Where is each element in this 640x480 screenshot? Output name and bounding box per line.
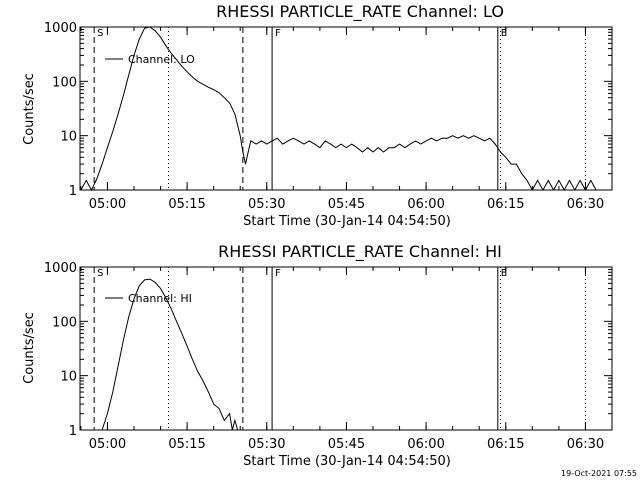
lo-x-axis-label: Start Time (30-Jan-14 04:54:50) xyxy=(243,214,451,229)
hi-y-axis-label: Counts/sec xyxy=(22,312,37,384)
lo-x-tick-label: 05:15 xyxy=(168,197,205,212)
hi-y-tick-label: 1000 xyxy=(44,261,77,276)
lo-event-label: E xyxy=(501,28,507,39)
hi-y-tick-label: 1 xyxy=(69,424,77,439)
hi-x-tick-label: 06:30 xyxy=(567,437,604,452)
hi-y-tick-label: 10 xyxy=(60,370,77,385)
lo-x-tick-label: 05:45 xyxy=(328,197,365,212)
hi-x-tick-label: 05:15 xyxy=(168,437,205,452)
hi-x-tick-label: 06:15 xyxy=(487,437,524,452)
lo-chart-title: RHESSI PARTICLE_RATE Channel: LO xyxy=(216,2,504,22)
lo-rate-series-line xyxy=(80,26,597,192)
lo-x-tick-label: 06:30 xyxy=(567,197,604,212)
hi-event-label: S xyxy=(97,268,103,279)
hi-x-tick-label: 05:00 xyxy=(89,437,126,452)
hi-rate-series-line xyxy=(101,278,239,431)
footer-timestamp: 19-Oct-2021 07:55 xyxy=(561,469,637,478)
lo-y-tick-label: 1000 xyxy=(44,21,77,36)
lo-x-tick-label: 05:00 xyxy=(89,197,126,212)
lo-y-axis-label: Counts/sec xyxy=(22,73,37,145)
lo-x-tick-label: 06:00 xyxy=(407,197,444,212)
lo-event-label: F xyxy=(275,28,281,39)
hi-event-label: F xyxy=(275,268,281,279)
lo-event-label: S xyxy=(97,28,103,39)
lo-x-tick-label: 06:15 xyxy=(487,197,524,212)
hi-legend-label: Channel: HI xyxy=(128,292,192,305)
lo-plot-frame xyxy=(79,26,613,191)
lo-legend-label: Channel: LO xyxy=(128,53,195,66)
hi-x-tick-label: 06:00 xyxy=(407,437,444,452)
lo-x-tick-label: 05:30 xyxy=(248,197,285,212)
hi-event-label: E xyxy=(501,268,507,279)
lo-y-tick-label: 1 xyxy=(69,184,77,199)
hi-channel-panel: RHESSI PARTICLE_RATE Channel: HI Counts/… xyxy=(22,242,613,469)
hi-chart-title: RHESSI PARTICLE_RATE Channel: HI xyxy=(218,242,502,262)
hi-x-tick-label: 05:30 xyxy=(248,437,285,452)
lo-y-tick-label: 10 xyxy=(60,130,77,145)
hi-y-tick-label: 100 xyxy=(52,315,77,330)
lo-y-tick-label: 100 xyxy=(52,75,77,90)
hi-x-axis-label: Start Time (30-Jan-14 04:54:50) xyxy=(243,454,451,469)
hi-x-tick-label: 05:45 xyxy=(328,437,365,452)
lo-channel-panel: RHESSI PARTICLE_RATE Channel: LO Counts/… xyxy=(22,2,613,229)
